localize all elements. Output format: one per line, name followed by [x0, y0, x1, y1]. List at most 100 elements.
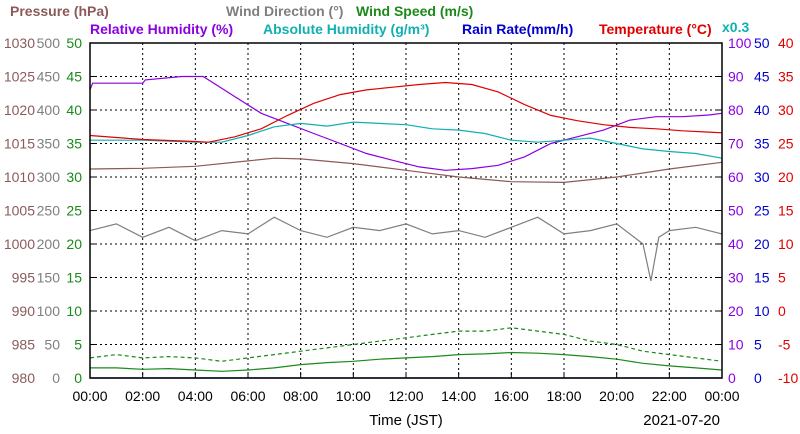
relative-humidity-tick-label: 70 [728, 136, 744, 152]
relative-humidity-tick-label: 100 [728, 35, 752, 51]
series-line [89, 216, 723, 282]
x-tick-label: 02:00 [125, 388, 160, 404]
wind-speed-tick-label: 0 [74, 370, 82, 386]
x-axis: 00:00 02:00 04:00 06:00 08:00 10:00 12:00 14:00… [72, 372, 740, 429]
legend-item: Pressure (hPa) [10, 3, 109, 19]
wind-speed-tick-label: 25 [66, 203, 82, 219]
relative-humidity-tick-label: 30 [728, 270, 744, 286]
rain-rate-tick-label: 50 [754, 35, 770, 51]
pressure-tick-label: 1025 [4, 69, 35, 85]
temperature-tick-label: 15 [778, 203, 794, 219]
wind-direction-tick-label: 50 [44, 337, 60, 353]
relative-humidity-tick-label: 90 [728, 69, 744, 85]
x-tick-label: 00:00 [704, 388, 739, 404]
series [89, 75, 723, 379]
legend-item: Wind Direction (°) [226, 3, 343, 19]
wind-direction-tick-label: 300 [37, 169, 61, 185]
wind-direction-tick-label: 350 [37, 136, 61, 152]
rain-rate-tick-label: 5 [754, 337, 762, 353]
rain-rate-tick-label: 15 [754, 270, 770, 286]
pressure-tick-label: 1030 [4, 35, 35, 51]
relative-humidity-tick-label: 60 [728, 169, 744, 185]
rain-rate-tick-label: 0 [754, 370, 762, 386]
wind-speed-tick-label: 45 [66, 69, 82, 85]
wind-direction-tick-label: 450 [37, 69, 61, 85]
series-line [90, 351, 723, 372]
series-line [89, 327, 723, 362]
temperature-tick-label: 40 [778, 35, 794, 51]
wind-speed-tick-label: 15 [66, 270, 82, 286]
series-line [89, 157, 723, 184]
series-line [89, 81, 723, 143]
pressure-tick-label: 995 [12, 270, 36, 286]
x-tick-label: 14:00 [441, 388, 476, 404]
axis-scale-note: x0.3 [722, 19, 749, 35]
legend-item: Rain Rate(mm/h) [462, 21, 573, 37]
rain-rate-tick-label: 35 [754, 136, 770, 152]
x-tick-label: 06:00 [230, 388, 265, 404]
rain-rate-tick-label: 20 [754, 236, 770, 252]
x-tick-label: 18:00 [546, 388, 581, 404]
rain-rate-tick-label: 25 [754, 203, 770, 219]
wind-direction-tick-label: 250 [37, 203, 61, 219]
temperature-tick-label: 25 [778, 136, 794, 152]
legend-item: Temperature (°C) [599, 21, 712, 37]
relative-humidity-tick-label: 10 [728, 337, 744, 353]
x-tick-label: 22:00 [652, 388, 687, 404]
rain-rate-tick-label: 45 [754, 69, 770, 85]
relative-humidity-tick-label: 20 [728, 303, 744, 319]
temperature-tick-label: -5 [778, 337, 791, 353]
legend-item: Absolute Humidity (g/m³) [263, 21, 429, 37]
relative-humidity-tick-label: 0 [728, 370, 736, 386]
temperature-tick-label: -10 [778, 370, 798, 386]
temperature-tick-label: 10 [778, 236, 794, 252]
pressure-tick-label: 1000 [4, 236, 35, 252]
wind-speed-tick-label: 50 [66, 35, 82, 51]
relative-humidity-tick-label: 80 [728, 102, 744, 118]
temperature-tick-label: 35 [778, 69, 794, 85]
series-line [90, 121, 723, 159]
wind-direction-tick-label: 400 [37, 102, 61, 118]
wind-direction-tick-label: 100 [37, 303, 61, 319]
x-axis-label: Time (JST) [369, 412, 443, 429]
wind-direction-tick-label: 150 [37, 270, 61, 286]
pressure-tick-label: 1005 [4, 203, 35, 219]
temperature-tick-label: 20 [778, 169, 794, 185]
wind-direction-tick-label: 500 [37, 35, 61, 51]
axes: 1030102510201015101010051000995990985980… [4, 35, 799, 386]
x-tick-label: 00:00 [72, 388, 107, 404]
chart-date: 2021-07-20 [643, 412, 720, 429]
wind-speed-tick-label: 35 [66, 136, 82, 152]
wind-speed-tick-label: 30 [66, 169, 82, 185]
rain-rate-tick-label: 40 [754, 102, 770, 118]
pressure-tick-label: 990 [12, 303, 36, 319]
pressure-tick-label: 1010 [4, 169, 35, 185]
x-tick-label: 16:00 [494, 388, 529, 404]
x-tick-label: 10:00 [336, 388, 371, 404]
legend-item: Relative Humidity (%) [90, 21, 233, 37]
wind-direction-tick-label: 0 [52, 370, 60, 386]
relative-humidity-tick-label: 40 [728, 236, 744, 252]
wind-speed-tick-label: 40 [66, 102, 82, 118]
wind-speed-tick-label: 5 [74, 337, 82, 353]
wind-speed-tick-label: 20 [66, 236, 82, 252]
wind-speed-tick-label: 10 [66, 303, 82, 319]
pressure-tick-label: 1015 [4, 136, 35, 152]
pressure-tick-label: 980 [12, 370, 36, 386]
legend: Pressure (hPa) Wind Direction (°) Wind Spe… [10, 3, 749, 37]
wind-direction-tick-label: 200 [37, 236, 61, 252]
x-tick-label: 12:00 [388, 388, 423, 404]
x-tick-label: 20:00 [599, 388, 634, 404]
pressure-tick-label: 1020 [4, 102, 35, 118]
x-tick-label: 04:00 [178, 388, 213, 404]
rain-rate-tick-label: 10 [754, 303, 770, 319]
rain-rate-tick-label: 30 [754, 169, 770, 185]
series-line [89, 75, 723, 171]
temperature-tick-label: 30 [778, 102, 794, 118]
temperature-tick-label: 5 [778, 270, 786, 286]
legend-item: Wind Speed (m/s) [356, 3, 473, 19]
x-tick-label: 08:00 [283, 388, 318, 404]
pressure-tick-label: 985 [12, 337, 36, 353]
